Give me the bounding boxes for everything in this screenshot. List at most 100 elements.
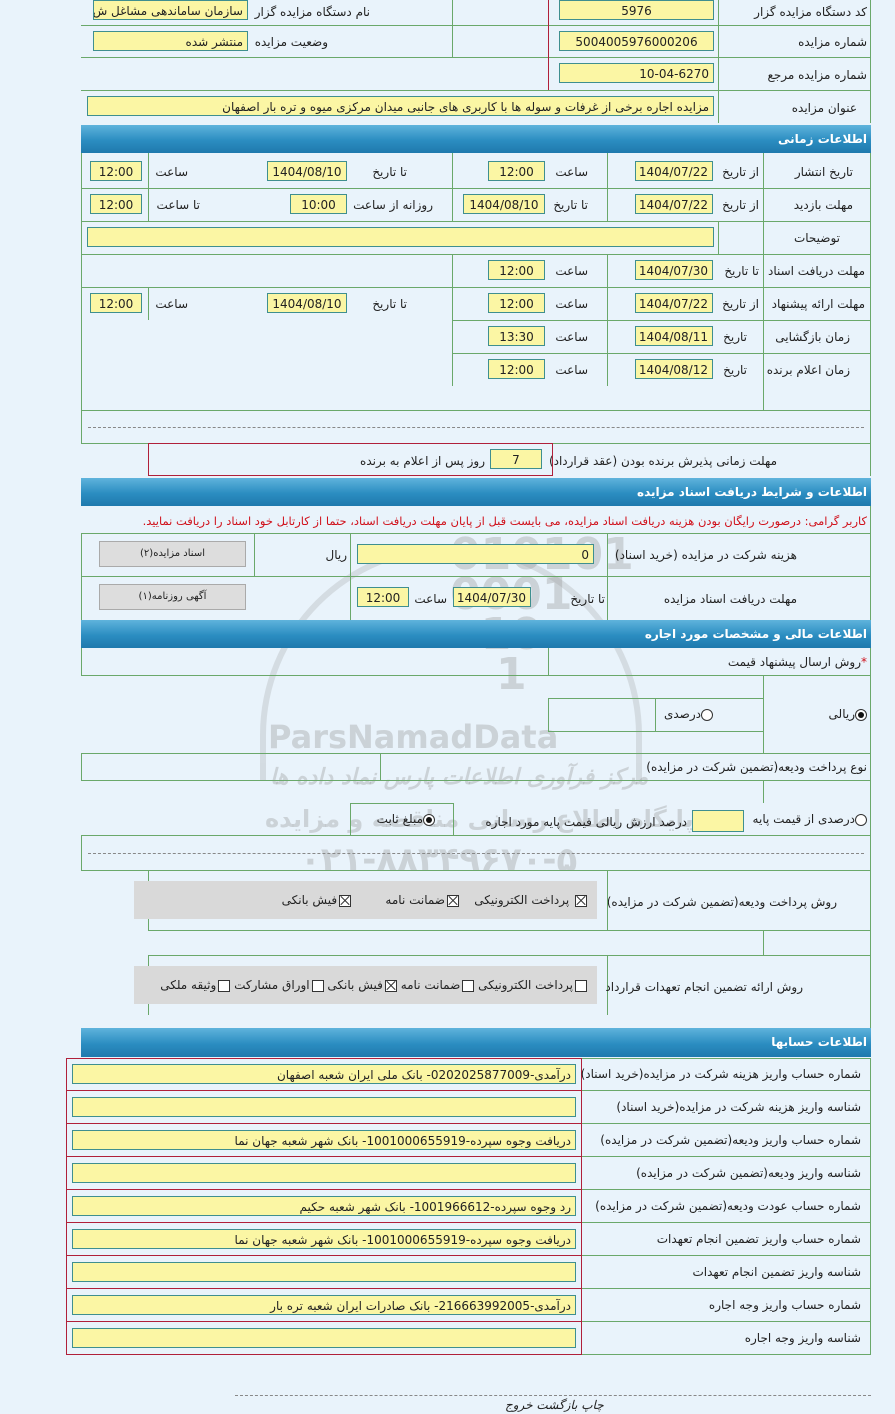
visit-from-date[interactable]: 1404/07/22 bbox=[635, 194, 713, 214]
account-value-field[interactable]: دریافت وجوه سپرده-1001000655919- بانک شه… bbox=[72, 1229, 576, 1249]
fixed-amount-option[interactable]: مبلغ ثابت bbox=[377, 812, 435, 826]
account-value-field[interactable]: درآمدی-216663992005- بانک صادرات ایران ش… bbox=[72, 1295, 576, 1315]
guarantee-bonds-checkbox[interactable] bbox=[311, 979, 324, 992]
winner-date-label: تاریخ bbox=[723, 363, 747, 377]
guarantee-method-bonds[interactable]: اوراق مشارکت bbox=[234, 978, 324, 992]
desc-field[interactable] bbox=[87, 227, 714, 247]
publish-to-time[interactable]: 12:00 bbox=[90, 161, 142, 181]
account-row: شماره حساب عودت ودیعه(تضمین شرکت در مزای… bbox=[66, 1190, 871, 1223]
visit-label: مهلت بازدید bbox=[793, 198, 853, 212]
account-value-field[interactable] bbox=[72, 1097, 576, 1117]
status-field[interactable]: منتشر شده bbox=[93, 31, 248, 51]
status-label: وضعیت مزایده bbox=[254, 35, 328, 49]
opening-time-label: ساعت bbox=[555, 330, 588, 344]
account-value-field[interactable] bbox=[72, 1328, 576, 1348]
guarantee-guarantee-checkbox[interactable] bbox=[462, 979, 475, 992]
pct-base-radio[interactable] bbox=[855, 813, 867, 826]
offer-to-date[interactable]: 1404/08/10 bbox=[267, 293, 347, 313]
account-value-field[interactable]: رد وجوه سپرده-1001966612- بانک شهر شعبه … bbox=[72, 1196, 576, 1216]
offer-from-date[interactable]: 1404/07/22 bbox=[635, 293, 713, 313]
watermark-line1: مرکز فرآوری اطلاعات پارس نماد داده ها bbox=[270, 765, 649, 790]
guarantee-method-property[interactable]: وثیقه ملکی bbox=[160, 978, 231, 992]
account-row: شناسه واریز هزینه شرکت در مزایده(خرید اس… bbox=[66, 1091, 871, 1124]
opening-time[interactable]: 13:30 bbox=[488, 326, 545, 346]
publish-to-time-label: ساعت bbox=[155, 165, 188, 179]
visit-to-date[interactable]: 1404/08/10 bbox=[463, 194, 545, 214]
publish-from-time[interactable]: 12:00 bbox=[488, 161, 545, 181]
account-value-field[interactable] bbox=[72, 1163, 576, 1183]
fixed-amount-radio[interactable] bbox=[423, 813, 435, 826]
account-label: شماره حساب واریز وجه اجاره bbox=[708, 1298, 861, 1312]
offer-to-label: تا تاریخ bbox=[372, 297, 407, 311]
publish-from-date[interactable]: 1404/07/22 bbox=[635, 161, 713, 181]
guarantee-property-checkbox[interactable] bbox=[218, 979, 231, 992]
percent-radio-option[interactable]: درصدی bbox=[664, 707, 713, 721]
account-value-field[interactable]: درآمدی-0202025877009- بانک ملی ایران شعب… bbox=[72, 1064, 576, 1084]
docs-deadline-date[interactable]: 1404/07/30 bbox=[453, 587, 531, 607]
rial-label: ریالی bbox=[828, 707, 855, 721]
account-value-field[interactable]: دریافت وجوه سپرده-1001000655919- بانک شه… bbox=[72, 1130, 576, 1150]
back-link[interactable]: بازگشت bbox=[536, 1398, 578, 1412]
accept-label: مهلت زمانی پذیرش برنده بودن (عقد قرارداد… bbox=[548, 454, 777, 468]
auction-docs-button[interactable]: اسناد مزایده(۲) bbox=[99, 541, 246, 567]
account-row: شماره حساب واریز تضمین انجام تعهدات دریا… bbox=[66, 1223, 871, 1256]
deposit-method-electronic[interactable]: پرداخت الکترونیکی bbox=[474, 893, 587, 907]
exit-link[interactable]: خروج bbox=[505, 1398, 533, 1412]
publish-to-date[interactable]: 1404/08/10 bbox=[267, 161, 347, 181]
docs-deadline-time[interactable]: 12:00 bbox=[357, 587, 409, 607]
accept-suffix: روز پس از اعلام به برنده bbox=[360, 454, 485, 468]
guarantee-method-slip[interactable]: فیش بانکی bbox=[327, 978, 397, 992]
offer-to-time[interactable]: 12:00 bbox=[90, 293, 142, 313]
offer-from-time[interactable]: 12:00 bbox=[488, 293, 545, 313]
pct-base-label: درصدی از قیمت پایه bbox=[752, 812, 855, 826]
guarantee-method-guarantee[interactable]: ضمانت نامه bbox=[401, 978, 475, 992]
opening-date[interactable]: 1404/08/11 bbox=[635, 326, 713, 346]
rial-radio-option[interactable]: ریالی bbox=[829, 707, 867, 721]
pct-base-option[interactable]: درصدی از قیمت پایه bbox=[753, 812, 867, 826]
visit-daily-from[interactable]: 10:00 bbox=[290, 194, 347, 214]
title-field[interactable]: مزایده اجاره برخی از غرفات و سوله ها با … bbox=[87, 96, 714, 116]
percent-radio[interactable] bbox=[701, 708, 713, 721]
required-mark: * bbox=[861, 655, 867, 669]
accept-days-field[interactable]: 7 bbox=[490, 449, 542, 469]
account-label: شماره حساب واریز ودیعه(تضمین شرکت در مزا… bbox=[600, 1133, 861, 1147]
account-row: شناسه واریز تضمین انجام تعهدات bbox=[66, 1256, 871, 1289]
account-value-field[interactable] bbox=[72, 1262, 576, 1282]
opening-date-label: تاریخ bbox=[723, 330, 747, 344]
watermark-brand: ParsNamadData bbox=[268, 718, 559, 756]
newspaper-ad-button[interactable]: آگهی روزنامه(۱) bbox=[99, 584, 246, 610]
finance-section-header: اطلاعات مالی و مشخصات مورد اجاره bbox=[81, 620, 871, 648]
deposit-electronic-checkbox[interactable] bbox=[575, 894, 587, 907]
account-label: شناسه واریز هزینه شرکت در مزایده(خرید اس… bbox=[616, 1100, 861, 1114]
docs-deadline-label: مهلت دریافت اسناد مزایده bbox=[663, 592, 797, 606]
print-link[interactable]: چاپ bbox=[581, 1398, 604, 1412]
guarantee-method-electronic[interactable]: پرداخت الکترونیکی bbox=[478, 978, 587, 992]
auction-no-field[interactable]: 5004005976000206 bbox=[559, 31, 714, 51]
visit-daily-to[interactable]: 12:00 bbox=[90, 194, 142, 214]
deposit-guarantee-checkbox[interactable] bbox=[447, 894, 459, 907]
org-name-field[interactable]: سازمان ساماندهی مشاغل ش bbox=[93, 0, 248, 20]
ref-no-field[interactable]: 10-04-6270 bbox=[559, 63, 714, 83]
guarantee-electronic-checkbox[interactable] bbox=[575, 979, 587, 992]
deposit-method-slip[interactable]: فیش بانکی bbox=[282, 893, 352, 907]
pct-base-field[interactable] bbox=[692, 810, 744, 832]
doc-deadline-label: مهلت دریافت اسناد bbox=[767, 264, 865, 278]
winner-date[interactable]: 1404/08/12 bbox=[635, 359, 713, 379]
offer-to-time-label: ساعت bbox=[155, 297, 188, 311]
deposit-slip-checkbox[interactable] bbox=[339, 894, 352, 907]
accounts-section-header: اطلاعات حسابها bbox=[81, 1028, 871, 1057]
deposit-method-guarantee[interactable]: ضمانت نامه bbox=[385, 893, 459, 907]
winner-time-label: ساعت bbox=[555, 363, 588, 377]
fee-field[interactable]: 0 bbox=[357, 544, 594, 564]
guarantee-slip-checkbox[interactable] bbox=[384, 979, 397, 992]
rial-radio[interactable] bbox=[855, 708, 867, 721]
guarantee-electronic-label: پرداخت الکترونیکی bbox=[478, 978, 573, 992]
org-code-field[interactable]: 5976 bbox=[559, 0, 714, 20]
doc-deadline-time[interactable]: 12:00 bbox=[488, 260, 545, 280]
winner-time[interactable]: 12:00 bbox=[488, 359, 545, 379]
doc-deadline-date[interactable]: 1404/07/30 bbox=[635, 260, 713, 280]
offer-label: مهلت ارائه پیشنهاد bbox=[771, 297, 865, 311]
account-row: شماره حساب واریز وجه اجاره درآمدی-216663… bbox=[66, 1289, 871, 1322]
guarantee-label: روش ارائه تضمین انجام تعهدات قرارداد bbox=[605, 980, 803, 994]
price-method-label: روش ارسال پیشنهاد قیمت bbox=[727, 655, 861, 669]
